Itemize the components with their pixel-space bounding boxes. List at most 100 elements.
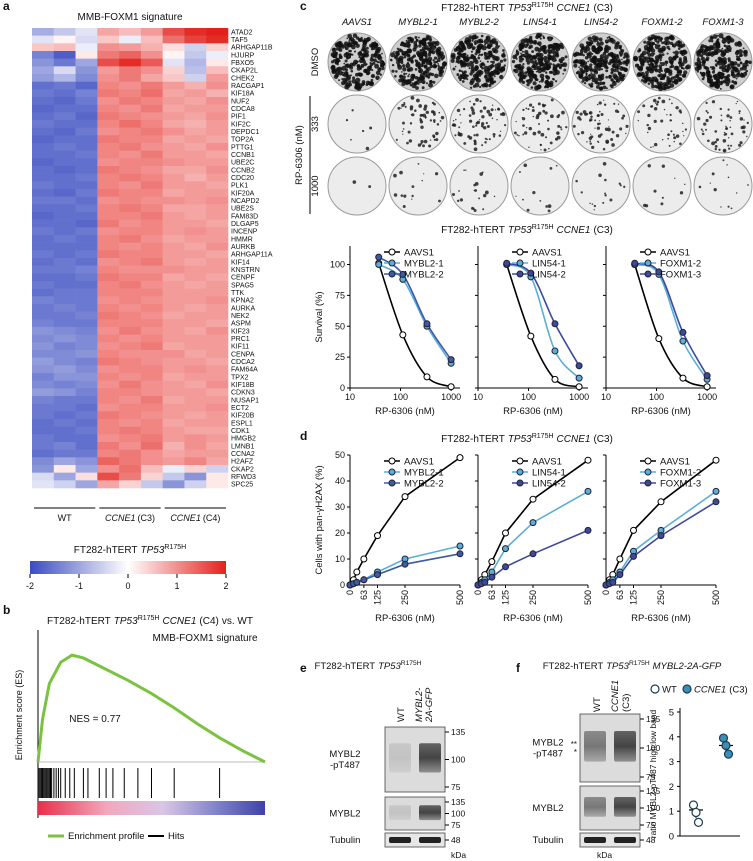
data-point xyxy=(353,578,361,586)
colony xyxy=(703,44,707,49)
heatmap-cell xyxy=(140,166,163,174)
colony xyxy=(428,50,432,54)
colony xyxy=(491,117,494,120)
colony xyxy=(433,138,436,141)
colony xyxy=(419,56,424,62)
colony xyxy=(488,138,491,141)
colony xyxy=(405,41,408,43)
colony xyxy=(735,77,738,80)
text-part: TP53 xyxy=(508,434,532,445)
heatmap-cell xyxy=(53,334,76,343)
colony xyxy=(552,78,555,81)
colony xyxy=(358,55,361,59)
band xyxy=(584,731,606,762)
heatmap-cell xyxy=(97,97,120,105)
heatmap-cell xyxy=(119,403,142,412)
colony xyxy=(476,39,482,44)
gene-label: SPC25 xyxy=(231,482,253,489)
colony xyxy=(715,76,721,82)
band xyxy=(584,837,606,843)
colony xyxy=(661,69,664,72)
heatmap-cell xyxy=(32,311,55,320)
heatmap-cell xyxy=(140,66,163,75)
colony xyxy=(453,48,458,52)
colony xyxy=(475,121,479,125)
heatmap-cell xyxy=(32,204,55,213)
colony xyxy=(668,71,673,76)
colony xyxy=(713,42,717,46)
colony xyxy=(550,98,554,102)
heatmap-cell xyxy=(206,219,229,228)
heatmap-cell xyxy=(140,28,163,36)
heatmap-cell xyxy=(162,357,185,366)
colony xyxy=(593,209,595,211)
colony xyxy=(588,111,592,115)
gene-label: ATAD2 xyxy=(231,29,253,36)
data-point xyxy=(655,335,663,343)
heatmap-cell xyxy=(140,74,163,82)
colony xyxy=(665,43,668,46)
colony xyxy=(722,139,727,143)
heatmap-cell xyxy=(97,334,120,343)
colony xyxy=(709,46,712,49)
colony xyxy=(657,54,663,60)
heatmap-cell xyxy=(53,403,76,412)
colony xyxy=(485,121,488,125)
colony xyxy=(558,42,564,48)
heatmap-cell xyxy=(140,419,163,427)
heatmap-cell xyxy=(206,166,229,174)
colony xyxy=(473,142,477,146)
colony xyxy=(679,142,682,146)
colony xyxy=(493,75,496,78)
colony xyxy=(605,75,609,79)
gene-label: INCENP xyxy=(231,229,258,236)
heatmap-cell xyxy=(75,449,98,458)
heatmap-cell xyxy=(184,227,207,236)
colony xyxy=(537,111,542,116)
colony xyxy=(403,103,406,106)
legend-label: FOXM1-2 xyxy=(660,259,701,270)
colony xyxy=(715,84,720,89)
heatmap-cell xyxy=(53,166,76,174)
heatmap-cell xyxy=(140,457,163,466)
x-axis-title: RP-6306 (nM) xyxy=(503,406,563,417)
colony xyxy=(463,58,468,63)
heatmap-cell xyxy=(53,120,76,128)
colony xyxy=(679,73,682,76)
heatmap-cell xyxy=(53,373,76,381)
cell-line-label: FT282-hTERT TP53R175H xyxy=(74,544,186,556)
colony xyxy=(528,44,533,49)
heatmap-cell xyxy=(184,150,207,159)
heatmap-cell xyxy=(140,388,163,397)
gene-label: KNSTRN xyxy=(231,267,260,274)
colony xyxy=(406,79,412,85)
colony xyxy=(585,65,589,70)
blot-label: MYBL2 xyxy=(329,809,360,820)
colony xyxy=(532,190,536,195)
heatmap-cell xyxy=(140,150,163,159)
text-part: (C3) xyxy=(729,685,747,696)
data-point xyxy=(375,261,383,269)
heatmap-cell xyxy=(184,434,207,443)
heatmap-cell xyxy=(206,426,229,435)
heatmap-cell xyxy=(53,442,76,450)
colony xyxy=(400,194,404,197)
colorbar-tick-label: 1 xyxy=(174,581,179,591)
heatmap-cell xyxy=(162,388,185,397)
colony xyxy=(547,204,552,209)
heatmap-cell xyxy=(75,219,98,228)
colony xyxy=(481,115,485,119)
colony xyxy=(377,55,383,61)
heatmap-cell xyxy=(32,365,55,374)
colony xyxy=(666,70,669,73)
colony xyxy=(374,63,380,69)
colony xyxy=(557,114,561,117)
heatmap-cell xyxy=(75,250,98,259)
colony xyxy=(609,198,613,202)
heatmap-cell xyxy=(53,189,76,197)
colony xyxy=(428,144,432,148)
colony xyxy=(705,128,707,131)
text-part: CCNE1 xyxy=(557,225,591,236)
heatmap-cell xyxy=(119,120,142,128)
heatmap-cell xyxy=(162,472,185,481)
